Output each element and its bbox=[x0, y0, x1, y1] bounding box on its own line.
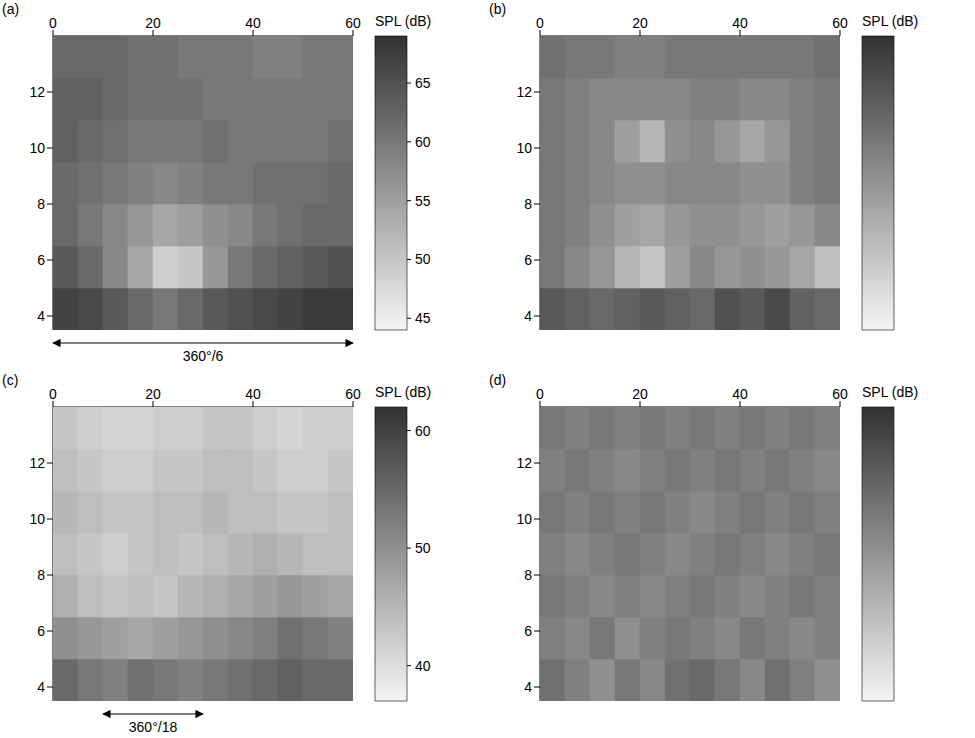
svg-text:10: 10 bbox=[29, 511, 45, 527]
svg-text:12: 12 bbox=[29, 84, 45, 100]
svg-text:20: 20 bbox=[632, 15, 648, 31]
svg-text:6: 6 bbox=[37, 623, 45, 639]
svg-text:SPL (dB): SPL (dB) bbox=[375, 13, 431, 29]
svg-text:8: 8 bbox=[37, 196, 45, 212]
svg-text:12: 12 bbox=[516, 455, 532, 471]
svg-text:0: 0 bbox=[49, 386, 57, 402]
svg-text:40: 40 bbox=[245, 15, 261, 31]
svg-text:4: 4 bbox=[524, 679, 532, 695]
svg-text:(b): (b) bbox=[489, 1, 506, 17]
svg-text:45: 45 bbox=[415, 310, 431, 326]
svg-text:60: 60 bbox=[832, 386, 848, 402]
svg-text:40: 40 bbox=[732, 15, 748, 31]
svg-text:40: 40 bbox=[245, 386, 261, 402]
svg-text:6: 6 bbox=[524, 252, 532, 268]
svg-text:(a): (a) bbox=[2, 1, 19, 17]
svg-text:10: 10 bbox=[516, 140, 532, 156]
svg-text:0: 0 bbox=[536, 386, 544, 402]
svg-text:6: 6 bbox=[524, 623, 532, 639]
svg-text:8: 8 bbox=[524, 567, 532, 583]
svg-text:20: 20 bbox=[632, 386, 648, 402]
svg-text:40: 40 bbox=[732, 386, 748, 402]
svg-text:6: 6 bbox=[37, 252, 45, 268]
svg-text:10: 10 bbox=[516, 511, 532, 527]
svg-text:4: 4 bbox=[37, 679, 45, 695]
svg-text:8: 8 bbox=[524, 196, 532, 212]
svg-text:SPL (dB): SPL (dB) bbox=[375, 384, 431, 400]
svg-text:60: 60 bbox=[345, 15, 361, 31]
svg-text:SPL (dB): SPL (dB) bbox=[862, 13, 918, 29]
svg-text:40: 40 bbox=[415, 658, 431, 674]
svg-text:60: 60 bbox=[345, 386, 361, 402]
svg-text:60: 60 bbox=[415, 134, 431, 150]
svg-text:12: 12 bbox=[516, 84, 532, 100]
svg-text:50: 50 bbox=[415, 540, 431, 556]
svg-text:(c): (c) bbox=[2, 372, 18, 388]
svg-text:60: 60 bbox=[832, 15, 848, 31]
svg-text:50: 50 bbox=[415, 251, 431, 267]
svg-text:4: 4 bbox=[524, 308, 532, 324]
svg-text:20: 20 bbox=[145, 386, 161, 402]
svg-text:SPL (dB): SPL (dB) bbox=[862, 384, 918, 400]
svg-text:4: 4 bbox=[37, 308, 45, 324]
svg-text:(d): (d) bbox=[489, 372, 506, 388]
svg-text:0: 0 bbox=[536, 15, 544, 31]
svg-text:10: 10 bbox=[29, 140, 45, 156]
svg-text:65: 65 bbox=[415, 75, 431, 91]
svg-text:55: 55 bbox=[415, 193, 431, 209]
svg-text:20: 20 bbox=[145, 15, 161, 31]
svg-text:0: 0 bbox=[49, 15, 57, 31]
svg-text:360°/18: 360°/18 bbox=[129, 719, 178, 735]
svg-text:8: 8 bbox=[37, 567, 45, 583]
svg-text:360°/6: 360°/6 bbox=[183, 348, 224, 364]
svg-text:12: 12 bbox=[29, 455, 45, 471]
svg-text:60: 60 bbox=[415, 423, 431, 439]
